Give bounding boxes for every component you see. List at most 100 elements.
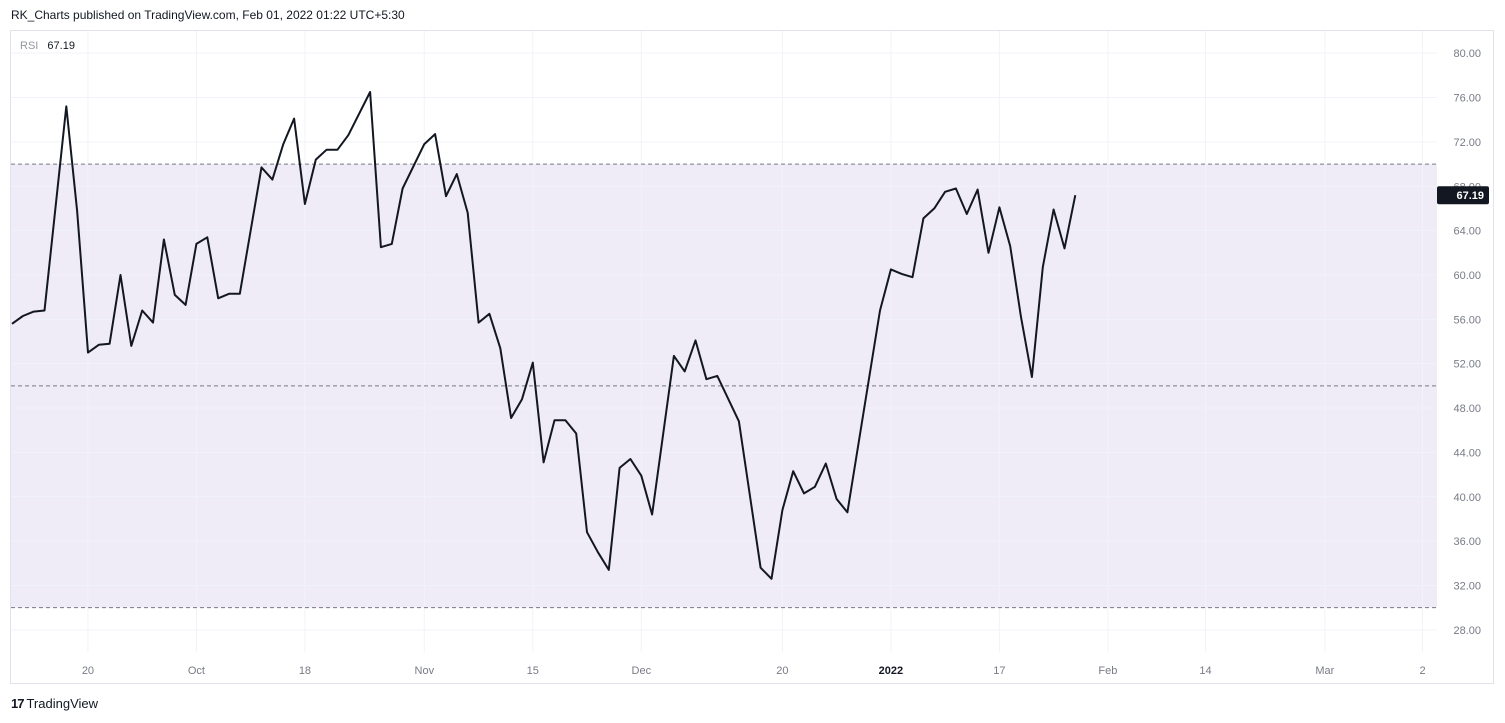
rsi-point [890, 268, 892, 270]
rsi-point [684, 370, 686, 372]
x-tick-label: 2 [1419, 665, 1425, 677]
rsi-point [315, 159, 317, 161]
rsi-point [1074, 194, 1076, 196]
rsi-point [901, 273, 903, 275]
rsi-point [988, 252, 990, 254]
legend-indicator-value: 67.19 [47, 40, 75, 52]
rsi-line [11, 91, 1077, 580]
rsi-point [163, 238, 165, 240]
rsi-point [879, 309, 881, 311]
last-value-tag: 67.19 [1437, 186, 1489, 205]
rsi-point [434, 133, 436, 135]
rsi-point [195, 243, 197, 245]
rsi-point [998, 206, 1000, 208]
rsi-point [206, 236, 208, 238]
rsi-point [1063, 247, 1065, 249]
indicator-legend[interactable]: RSI 67.19 [20, 40, 75, 52]
rsi-point [174, 294, 176, 296]
rsi-point [619, 467, 621, 469]
rsi-point [65, 105, 67, 107]
y-tick-label: 40.00 [1453, 492, 1481, 504]
rsi-point [554, 419, 556, 421]
rsi-point [792, 470, 794, 472]
rsi-point [738, 420, 740, 422]
x-tick-label: 17 [993, 665, 1005, 677]
y-tick-label: 32.00 [1453, 580, 1481, 592]
rsi-point [673, 355, 675, 357]
rsi-point [716, 375, 718, 377]
rsi-point [510, 417, 512, 419]
rsi-point [293, 118, 295, 120]
rsi-point [239, 293, 241, 295]
rsi-point [141, 309, 143, 311]
rsi-point [76, 210, 78, 212]
rsi-point [966, 213, 968, 215]
rsi-point [586, 531, 588, 533]
rsi-point [478, 322, 480, 324]
last-value-label: 67.19 [1456, 190, 1484, 202]
rsi-point [445, 195, 447, 197]
rsi-point [814, 486, 816, 488]
rsi-point [261, 166, 263, 168]
y-tick-label: 44.00 [1453, 447, 1481, 459]
rsi-point [304, 203, 306, 205]
rsi-point [1020, 316, 1022, 318]
x-tick-label: 2022 [879, 665, 903, 677]
rsi-point [402, 187, 404, 189]
rsi-point [521, 398, 523, 400]
series-layer [11, 91, 1077, 580]
rsi-point [1009, 245, 1011, 247]
rsi-point [836, 498, 838, 500]
rsi-point [271, 179, 273, 181]
rsi-point [597, 551, 599, 553]
rsi-point [337, 149, 339, 151]
rsi-point [608, 569, 610, 571]
rsi-point [1053, 209, 1055, 211]
rsi-point [543, 461, 545, 463]
rsi-point [369, 91, 371, 93]
x-tick-label: 20 [776, 665, 788, 677]
y-tick-label: 72.00 [1453, 137, 1481, 149]
x-tick-label: Nov [415, 665, 435, 677]
rsi-point [955, 187, 957, 189]
y-tick-label: 76.00 [1453, 93, 1481, 105]
y-tick-label: 80.00 [1453, 48, 1481, 60]
rsi-point [564, 419, 566, 421]
rsi-point [120, 274, 122, 276]
rsi-point [846, 511, 848, 513]
rsi-point [651, 513, 653, 515]
rsi-point [1031, 376, 1033, 378]
rsi-point [781, 509, 783, 511]
rsi-point [695, 339, 697, 341]
y-axis: 80.0076.0072.0068.0064.0060.0056.0052.00… [1453, 48, 1481, 637]
footer-brand[interactable]: 17 TradingView [11, 696, 98, 711]
y-tick-label: 60.00 [1453, 270, 1481, 282]
rsi-point [98, 344, 100, 346]
rsi-point [825, 462, 827, 464]
x-tick-label: Oct [188, 665, 205, 677]
y-tick-label: 28.00 [1453, 625, 1481, 637]
tradingview-logo-icon: 17 [11, 696, 25, 711]
rsi-point [11, 323, 13, 325]
rsi-point [33, 311, 35, 313]
rsi-point [109, 343, 111, 345]
x-tick-label: Dec [632, 665, 652, 677]
x-tick-label: 18 [299, 665, 311, 677]
rsi-point [423, 143, 425, 145]
chart-frame [10, 30, 1494, 684]
rsi-point [629, 458, 631, 460]
y-tick-label: 36.00 [1453, 536, 1481, 548]
rsi-point [1042, 266, 1044, 268]
rsi-point [87, 352, 89, 354]
rsi-point [228, 293, 230, 295]
rsi-point [771, 578, 773, 580]
rsi-point [391, 243, 393, 245]
rsi-point [347, 134, 349, 136]
rsi-point [640, 475, 642, 477]
rsi-point [44, 309, 46, 311]
rsi-point [944, 191, 946, 193]
rsi-point [185, 304, 187, 306]
rsi-point [922, 217, 924, 219]
publish-header: RK_Charts published on TradingView.com, … [11, 8, 405, 22]
